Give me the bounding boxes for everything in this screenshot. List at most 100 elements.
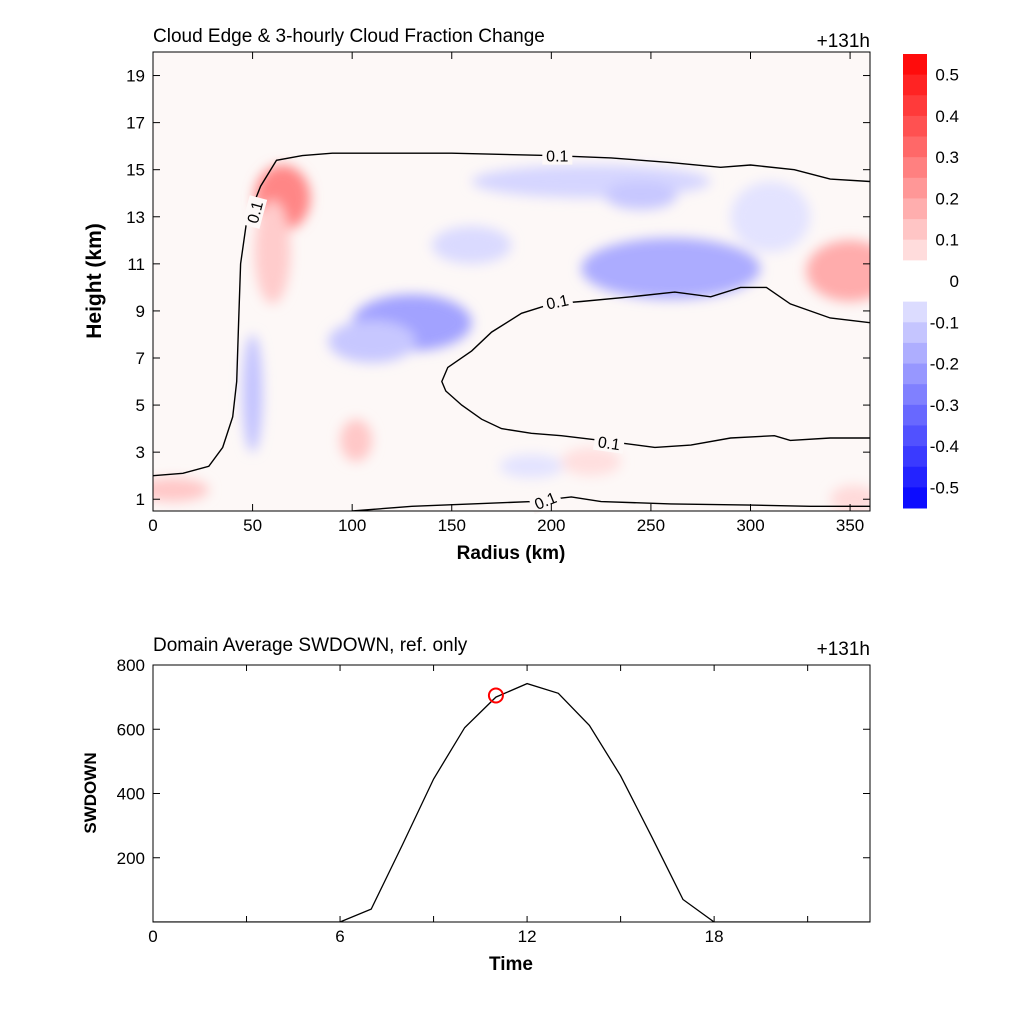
cloud-y-tick-label-3: 7 xyxy=(136,349,145,368)
anomaly-increase-1 xyxy=(254,200,291,304)
swdown-series-line xyxy=(153,682,870,922)
swdown-chart-title: Domain Average SWDOWN, ref. only xyxy=(153,635,468,656)
cloud-x-tick-label-1: 50 xyxy=(243,516,262,535)
colorbar: 0.5 0.4 0.3 0.2 0.1 0 -0.1 -0.2 -0.3 -0.4 -0.5 xyxy=(903,54,959,509)
swdown-chart: 0 6 12 18 200 400 600 800 Domain Average SWDOWN… xyxy=(81,635,871,975)
swdown-y-tick-label-0: 200 xyxy=(117,849,145,868)
cloud-chart-title: Cloud Edge & 3-hourly Cloud Fraction Cha… xyxy=(153,26,545,47)
contour-lower-cloud-base xyxy=(352,496,870,511)
swdown-y-axis-title: SWDOWN xyxy=(81,752,100,833)
swdown-axis-ticks: 0 6 12 18 200 400 600 800 xyxy=(117,656,870,946)
cloud-plot-frame xyxy=(152,51,871,512)
colorbar-label-10: -0.5 xyxy=(930,478,959,497)
colorbar-swatch-16 xyxy=(903,384,927,406)
cloud-x-axis-title: Radius (km) xyxy=(457,543,566,564)
anomaly-increase-2 xyxy=(806,240,870,302)
colorbar-swatch-5 xyxy=(903,157,927,179)
swdown-y-tick-label-2: 600 xyxy=(117,720,145,739)
colorbar-swatch-13 xyxy=(903,322,927,344)
cloud-y-tick-label-5: 11 xyxy=(127,255,145,274)
colorbar-swatch-3 xyxy=(903,115,927,138)
cloud-y-tick-label-4: 9 xyxy=(136,302,145,321)
colorbar-label-4: 0.1 xyxy=(935,231,959,250)
colorbar-label-6: -0.1 xyxy=(930,313,959,332)
swdown-x-tick-label-2: 12 xyxy=(518,927,537,946)
cloud-y-tick-label-8: 17 xyxy=(126,114,145,133)
swdown-x-tick-label-1: 6 xyxy=(335,927,344,946)
anomaly-decrease-11 xyxy=(605,181,677,210)
colorbar-swatch-21 xyxy=(903,487,927,509)
cloud-y-tick-label-9: 19 xyxy=(126,67,145,86)
swdown-time-label: +131h xyxy=(817,639,870,660)
contour-label-bg-0 xyxy=(241,195,268,229)
cloud-x-tick-label-2: 100 xyxy=(338,516,366,535)
anomaly-field xyxy=(153,164,870,511)
anomaly-increase-4 xyxy=(153,478,209,502)
contour-outer-cloud-edge xyxy=(153,152,870,477)
colorbar-label-9: -0.4 xyxy=(930,437,959,456)
colorbar-swatch-10 xyxy=(903,260,927,282)
cloud-y-axis-title: Height (km) xyxy=(83,223,106,339)
anomaly-decrease-12 xyxy=(242,334,263,453)
contour-label-2: 0.1 xyxy=(545,292,570,313)
anomaly-decrease-15 xyxy=(499,454,564,479)
anomaly-increase-3 xyxy=(340,419,373,462)
contour-label-bg-3 xyxy=(592,431,626,454)
cloud-y-tick-label-2: 5 xyxy=(136,396,145,415)
cloud-x-tick-label-4: 200 xyxy=(537,516,565,535)
colorbar-swatch-12 xyxy=(903,301,927,323)
contour-inner-dry-slot xyxy=(441,286,870,449)
colorbar-label-3: 0.2 xyxy=(935,189,959,208)
contour-label-bg-1 xyxy=(542,146,573,165)
colorbar-swatch-19 xyxy=(903,446,927,468)
contour-label-1: 0.1 xyxy=(546,149,568,166)
current-time-marker xyxy=(487,687,504,704)
contour-label-0: 0.1 xyxy=(245,199,267,225)
cloud-chart: 0.10.10.10.10.1 0 50 100 150 200 250 300 350135… xyxy=(83,26,871,564)
cloud-time-label: +131h xyxy=(817,31,870,52)
colorbar-swatch-9 xyxy=(903,239,927,261)
colorbar-label-1: 0.4 xyxy=(935,107,959,126)
colorbar-swatch-18 xyxy=(903,425,927,447)
anomaly-increase-5 xyxy=(561,447,622,476)
colorbar-swatch-4 xyxy=(903,136,927,158)
contour-label-bg-4 xyxy=(528,486,563,515)
cloud-x-tick-label-3: 150 xyxy=(438,516,466,535)
anomaly-decrease-8 xyxy=(328,320,416,363)
colorbar-swatch-8 xyxy=(903,219,927,241)
contour-lines xyxy=(153,152,870,511)
colorbar-label-7: -0.2 xyxy=(930,355,959,374)
cloud-x-tick-label-6: 300 xyxy=(736,516,764,535)
cloud-y-tick-label-7: 15 xyxy=(126,161,145,180)
cloud-x-tick-label-0: 0 xyxy=(148,516,157,535)
cloud-y-tick-label-0: 1 xyxy=(136,490,145,509)
cloud-y-tick-label-6: 13 xyxy=(126,208,145,227)
colorbar-label-5: 0 xyxy=(950,272,959,291)
swdown-y-tick-label-3: 800 xyxy=(117,656,145,675)
colorbar-swatch-20 xyxy=(903,466,927,488)
swdown-plot-background xyxy=(153,665,870,922)
colorbar-label-8: -0.3 xyxy=(930,396,959,415)
colorbar-swatch-1 xyxy=(903,74,927,96)
anomaly-decrease-13 xyxy=(431,226,512,264)
colorbar-swatch-17 xyxy=(903,404,927,426)
swdown-y-tick-label-1: 400 xyxy=(117,785,145,804)
colorbar-swatch-15 xyxy=(903,363,927,385)
cloud-y-tick-label-1: 3 xyxy=(136,443,145,462)
colorbar-swatch-7 xyxy=(903,198,927,220)
anomaly-increase-6 xyxy=(830,485,870,511)
colorbar-label-2: 0.3 xyxy=(935,148,959,167)
swdown-x-axis-title: Time xyxy=(489,954,533,975)
colorbar-swatch-14 xyxy=(903,342,927,365)
contour-label-bg-2 xyxy=(540,289,574,314)
colorbar-swatch-6 xyxy=(903,177,927,199)
anomaly-decrease-9 xyxy=(581,237,761,300)
cloud-x-tick-label-7: 350 xyxy=(836,516,864,535)
contour-labels: 0.10.10.10.10.1 xyxy=(241,146,626,515)
swdown-x-tick-label-0: 0 xyxy=(148,927,157,946)
contour-label-3: 0.1 xyxy=(597,434,621,454)
cloud-x-tick-label-5: 250 xyxy=(637,516,665,535)
colorbar-swatch-0 xyxy=(903,54,927,76)
